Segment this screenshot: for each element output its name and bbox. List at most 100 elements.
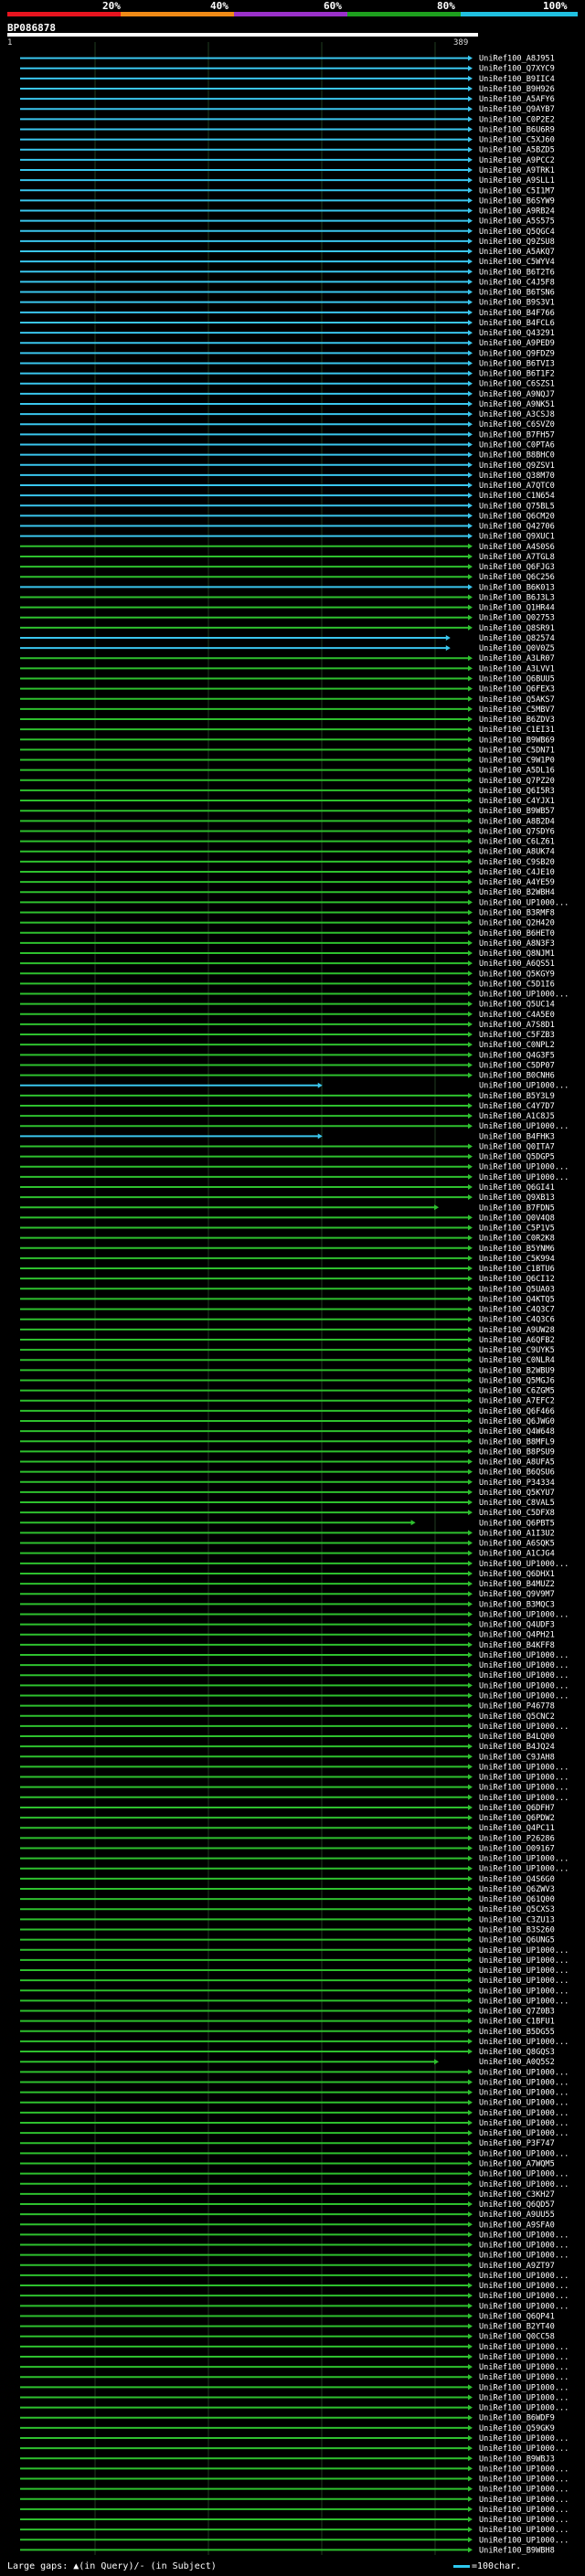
hit-row[interactable]: UniRef100_UP1000...	[20, 2038, 569, 2047]
hit-label[interactable]: UniRef100_O09167	[479, 1844, 555, 1853]
hit-row[interactable]: UniRef100_C5XJ60	[20, 136, 555, 145]
hit-label[interactable]: UniRef100_C5K994	[479, 1255, 555, 1264]
hit-row[interactable]: UniRef100_UP1000...	[20, 2373, 569, 2382]
hit-row[interactable]: UniRef100_P26286	[20, 1834, 555, 1843]
hit-row[interactable]: UniRef100_C0NLR4	[20, 1356, 555, 1365]
hit-row[interactable]: UniRef100_A9PED9	[20, 339, 555, 348]
hit-row[interactable]: UniRef100_C6LZ61	[20, 838, 555, 847]
hit-label[interactable]: UniRef100_P3F747	[479, 2139, 555, 2148]
hit-label[interactable]: UniRef100_UP1000...	[479, 2516, 569, 2525]
hit-label[interactable]: UniRef100_B7FH57	[479, 430, 555, 440]
hit-row[interactable]: UniRef100_B4FHK3	[20, 1132, 555, 1141]
hit-label[interactable]: UniRef100_UP1000...	[479, 2272, 569, 2281]
hit-label[interactable]: UniRef100_B6ZDV3	[479, 716, 555, 725]
hit-row[interactable]: UniRef100_Q4S6G0	[20, 1875, 555, 1884]
hit-row[interactable]: UniRef100_A6QS51	[20, 959, 555, 969]
hit-label[interactable]: UniRef100_B0CNH6	[479, 1072, 555, 1081]
hit-label[interactable]: UniRef100_UP1000...	[479, 2383, 569, 2392]
hit-label[interactable]: UniRef100_B6WDF9	[479, 2414, 555, 2423]
hit-row[interactable]: UniRef100_UP1000...	[20, 1082, 569, 1091]
hit-row[interactable]: UniRef100_C5MBV7	[20, 705, 555, 715]
hit-row[interactable]: UniRef100_C6ZGM5	[20, 1387, 555, 1396]
hit-row[interactable]: UniRef100_UP1000...	[20, 1671, 569, 1680]
hit-label[interactable]: UniRef100_C6LZ61	[479, 838, 555, 847]
hit-row[interactable]: UniRef100_B0CNH6	[20, 1072, 555, 1081]
hit-label[interactable]: UniRef100_A3CSJ8	[479, 410, 555, 419]
hit-label[interactable]: UniRef100_Q0ITA7	[479, 1142, 555, 1151]
hit-label[interactable]: UniRef100_C3ZU13	[479, 1915, 555, 1924]
hit-row[interactable]: UniRef100_C1BFU1	[20, 2018, 555, 2027]
hit-row[interactable]: UniRef100_B9IIC4	[20, 75, 555, 84]
hit-row[interactable]: UniRef100_B2WBH4	[20, 888, 555, 897]
hit-row[interactable]: UniRef100_A5DL16	[20, 767, 555, 776]
hit-label[interactable]: UniRef100_B2WBU9	[479, 1366, 555, 1375]
hit-row[interactable]: UniRef100_Q5UC14	[20, 1001, 555, 1010]
hit-label[interactable]: UniRef100_C5D1I6	[479, 980, 555, 989]
hit-label[interactable]: UniRef100_A9UU55	[479, 2210, 555, 2220]
hit-row[interactable]: UniRef100_C4A5E0	[20, 1011, 555, 1020]
hit-label[interactable]: UniRef100_C1BFU1	[479, 2018, 555, 2027]
hit-label[interactable]: UniRef100_C3KH27	[479, 2190, 555, 2200]
hit-label[interactable]: UniRef100_A9NK51	[479, 400, 555, 409]
hit-row[interactable]: UniRef100_UP1000...	[20, 2536, 569, 2545]
hit-row[interactable]: UniRef100_A9ZT97	[20, 2262, 555, 2271]
hit-row[interactable]: UniRef100_C9W1P0	[20, 757, 555, 766]
hit-row[interactable]: UniRef100_UP1000...	[20, 1560, 569, 1569]
hit-row[interactable]: UniRef100_B9WBH8	[20, 2546, 555, 2555]
hit-row[interactable]: UniRef100_UP1000...	[20, 2353, 569, 2362]
hit-label[interactable]: UniRef100_Q6JWG0	[479, 1417, 555, 1426]
hit-label[interactable]: UniRef100_UP1000...	[479, 1692, 569, 1701]
hit-label[interactable]: UniRef100_Q5UC14	[479, 1001, 555, 1010]
hit-row[interactable]: UniRef100_C4JE10	[20, 868, 555, 877]
hit-label[interactable]: UniRef100_Q6BUU5	[479, 675, 555, 684]
hit-row[interactable]: UniRef100_B3RMF8	[20, 908, 555, 917]
hit-label[interactable]: UniRef100_A9ZT97	[479, 2262, 555, 2271]
hit-label[interactable]: UniRef100_C1EI31	[479, 726, 555, 735]
hit-label[interactable]: UniRef100_B9WB69	[479, 736, 555, 745]
hit-label[interactable]: UniRef100_Q7Z0B3	[479, 2008, 555, 2017]
hit-row[interactable]: UniRef100_B9WBJ3	[20, 2454, 555, 2464]
hit-row[interactable]: UniRef100_Q5KGY9	[20, 970, 555, 979]
hit-label[interactable]: UniRef100_Q8GQS3	[479, 2048, 555, 2057]
hit-label[interactable]: UniRef100_UP1000...	[479, 1966, 569, 1976]
hit-label[interactable]: UniRef100_C4YJX1	[479, 797, 555, 806]
hit-label[interactable]: UniRef100_A5BZD5	[479, 146, 555, 155]
hit-row[interactable]: UniRef100_C4Q3C6	[20, 1316, 555, 1325]
hit-row[interactable]: UniRef100_B6ZDV3	[20, 716, 555, 725]
hit-row[interactable]: UniRef100_A1I3U2	[20, 1529, 555, 1538]
hit-row[interactable]: UniRef100_B8PSU9	[20, 1447, 555, 1457]
hit-row[interactable]: UniRef100_Q6C256	[20, 573, 555, 582]
hit-label[interactable]: UniRef100_Q4UDF3	[479, 1621, 555, 1630]
hit-row[interactable]: UniRef100_UP1000...	[20, 2242, 569, 2251]
hit-row[interactable]: UniRef100_A7WQM5	[20, 2159, 555, 2168]
hit-row[interactable]: UniRef100_A3CSJ8	[20, 410, 555, 419]
hit-label[interactable]: UniRef100_Q6FJG3	[479, 563, 555, 572]
hit-label[interactable]: UniRef100_B9IIC4	[479, 75, 555, 84]
hit-label[interactable]: UniRef100_UP1000...	[479, 2089, 569, 2098]
hit-label[interactable]: UniRef100_Q7SDY6	[479, 827, 555, 836]
hit-row[interactable]: UniRef100_Q6F466	[20, 1407, 555, 1416]
hit-row[interactable]: UniRef100_C0P2E2	[20, 115, 555, 124]
hit-row[interactable]: UniRef100_Q4PC11	[20, 1824, 555, 1833]
hit-label[interactable]: UniRef100_B6TVI3	[479, 359, 555, 368]
hit-label[interactable]: UniRef100_Q6F466	[479, 1407, 555, 1416]
hit-row[interactable]: UniRef100_Q5CXS3	[20, 1905, 555, 1914]
hit-label[interactable]: UniRef100_P26286	[479, 1834, 555, 1843]
hit-label[interactable]: UniRef100_Q7XYC9	[479, 65, 555, 74]
hit-row[interactable]: UniRef100_A9RB24	[20, 207, 555, 217]
hit-row[interactable]: UniRef100_Q6QD57	[20, 2200, 555, 2210]
hit-row[interactable]: UniRef100_Q6PBT5	[20, 1519, 555, 1528]
hit-label[interactable]: UniRef100_B4F766	[479, 309, 555, 318]
hit-label[interactable]: UniRef100_UP1000...	[479, 2444, 569, 2454]
hit-label[interactable]: UniRef100_C4Q3C7	[479, 1306, 555, 1315]
hit-row[interactable]: UniRef100_A5AKQ7	[20, 248, 555, 257]
hit-row[interactable]: UniRef100_Q82574	[20, 634, 555, 643]
hit-label[interactable]: UniRef100_B6K013	[479, 583, 555, 592]
hit-label[interactable]: UniRef100_UP1000...	[479, 2526, 569, 2535]
hit-label[interactable]: UniRef100_B5YNM6	[479, 1245, 555, 1254]
hit-row[interactable]: UniRef100_Q6DFH7	[20, 1804, 555, 1813]
hit-label[interactable]: UniRef100_C5MBV7	[479, 705, 555, 715]
hit-row[interactable]: UniRef100_A5BZD5	[20, 146, 555, 155]
hit-label[interactable]: UniRef100_A7QTC0	[479, 482, 555, 491]
hit-label[interactable]: UniRef100_A3LVV1	[479, 664, 555, 673]
